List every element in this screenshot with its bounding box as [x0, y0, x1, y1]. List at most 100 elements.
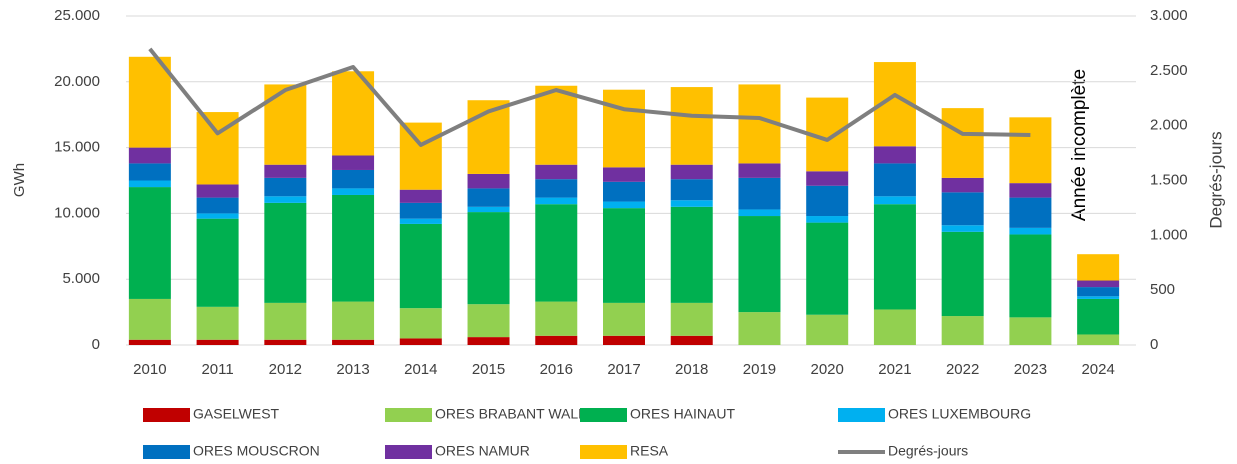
bar-segment [603, 201, 645, 209]
bar-segment [399, 122, 442, 190]
line [148, 47, 1031, 147]
y2-tick-label: 1.500 [1150, 171, 1188, 188]
y-tick-label: 20.000 [54, 73, 100, 90]
bar-segment [332, 301, 375, 340]
y2-tick-label: 500 [1150, 281, 1175, 298]
bar-segment [670, 206, 713, 303]
bar-segment [467, 212, 510, 305]
x-tick-label: 2010 [133, 361, 166, 378]
bar-segment [873, 196, 916, 205]
bar-segment [941, 316, 984, 345]
bar-segment [399, 218, 442, 224]
bar-segment [1009, 183, 1052, 198]
x-tick-label: 2012 [269, 361, 302, 378]
legend-swatch [143, 445, 190, 459]
y-tick-label: 15.000 [54, 139, 100, 156]
bar-segment [332, 155, 375, 170]
bar-segment [399, 189, 442, 203]
bar-segment [670, 200, 713, 207]
bar-segment [535, 204, 578, 302]
legend-label: GASELWEST [193, 406, 280, 422]
bar-segment [332, 188, 375, 195]
bar-segment [399, 338, 442, 345]
bar-segment [535, 179, 578, 198]
bar-segment [873, 204, 916, 310]
legend-label: ORES BRABANT WALLON [435, 406, 607, 422]
bar-segment [738, 216, 781, 313]
bar-segment [1077, 334, 1120, 345]
bar-segment [1077, 296, 1120, 299]
bar-segment [399, 202, 442, 219]
bar-segment [535, 164, 578, 180]
x-tick-label: 2020 [811, 361, 844, 378]
bar-segment [128, 339, 171, 345]
bar-segment [128, 187, 171, 299]
bar-segment [535, 85, 578, 165]
y-tick-label: 10.000 [54, 204, 100, 221]
bar-segment [196, 213, 239, 219]
legend-swatch [385, 408, 432, 422]
bar-segment [603, 335, 645, 345]
bar-segment [535, 301, 578, 336]
x-tick-label: 2023 [1014, 361, 1047, 378]
bar-segment [738, 163, 781, 178]
bar-segment [1077, 254, 1120, 281]
bar-segment [670, 87, 713, 165]
bar-segment [467, 188, 510, 207]
bar-segment [264, 84, 307, 165]
bar-segment [806, 171, 849, 186]
bar-segment [1009, 227, 1052, 235]
bar-segment [670, 179, 713, 201]
y2-tick-label: 0 [1150, 336, 1158, 353]
bar-segment [941, 108, 984, 178]
bar-segment [332, 339, 375, 345]
bar-segment [467, 337, 510, 345]
bar-segment [535, 335, 578, 345]
bar-segment [738, 209, 781, 217]
bar-segment [332, 169, 375, 189]
bar-segment [806, 314, 849, 345]
x-tick-label: 2013 [336, 361, 369, 378]
bar-segment [873, 146, 916, 164]
bar-segment [399, 223, 442, 309]
bar-segment [264, 302, 307, 340]
bar-segment [603, 89, 645, 168]
bar-segment [467, 173, 510, 189]
legend-label: ORES HAINAUT [630, 406, 735, 422]
legend-swatch [580, 408, 627, 422]
bar-segment [806, 222, 849, 315]
bar-segment [196, 197, 239, 214]
bar-segment [196, 339, 239, 345]
bar-segment [128, 298, 171, 340]
bar-segment [128, 56, 171, 148]
bar-segment [806, 185, 849, 217]
bar-segment [264, 196, 307, 203]
legend-label: Degrés-jours [888, 443, 968, 459]
x-tick-label: 2017 [607, 361, 640, 378]
bar-segment [738, 312, 781, 345]
y-tick-label: 5.000 [62, 270, 100, 287]
bar-segment [670, 335, 713, 345]
y-axis-title: GWh [11, 163, 28, 197]
bar-segment [196, 306, 239, 340]
bar-segment [1077, 298, 1120, 335]
legend-swatch [838, 408, 885, 422]
bar-segment [399, 308, 442, 339]
y2-axis-title: Degrés-jours [1206, 131, 1225, 228]
bar-segment [603, 302, 645, 336]
x-tick-label: 2015 [472, 361, 505, 378]
y2-tick-label: 2.500 [1150, 62, 1188, 79]
bar-segment [332, 194, 375, 302]
legend-label: ORES NAMUR [435, 443, 530, 459]
bar-segment [1009, 197, 1052, 228]
bar-segment [670, 302, 713, 336]
x-tick-label: 2019 [743, 361, 776, 378]
bar-segment [738, 177, 781, 210]
bar-segment [467, 304, 510, 338]
y2-tick-label: 3.000 [1150, 7, 1188, 24]
x-tick-label: 2022 [946, 361, 979, 378]
bar-segment [806, 216, 849, 223]
legend-swatch [385, 445, 432, 459]
bar-segment [670, 164, 713, 180]
bar-segment [941, 231, 984, 317]
